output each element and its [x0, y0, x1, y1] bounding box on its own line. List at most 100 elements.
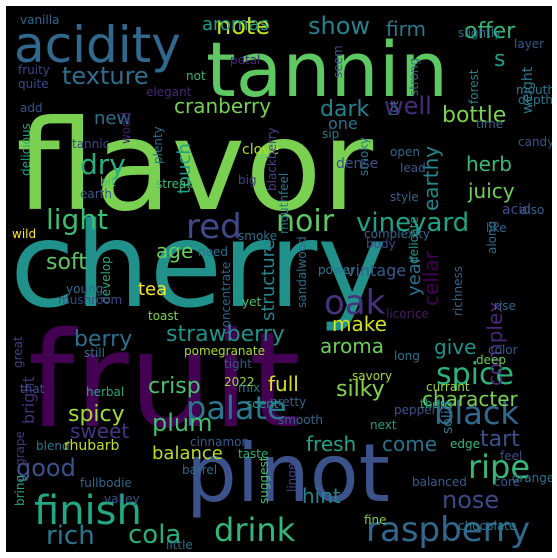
cloud-word-wild: wild	[12, 227, 36, 241]
cloud-word-bright: bright	[19, 376, 38, 424]
cloud-word-well: well	[384, 92, 432, 120]
cloud-word-sip: sip	[322, 127, 339, 141]
cloud-word-not: not	[186, 69, 206, 83]
cloud-word-earth: earth	[80, 187, 112, 201]
cloud-word-strawberry: strawberry	[166, 322, 285, 347]
cloud-word-rhubarb: rhubarb	[64, 438, 119, 454]
cloud-word-seem: seem	[331, 45, 345, 78]
cloud-word-soft: soft	[46, 250, 87, 275]
cloud-word-smooth: smooth	[278, 413, 323, 427]
cloud-word-toast: toast	[148, 309, 179, 323]
cloud-word-petal: petal	[230, 53, 260, 67]
cloud-word-streak: streak	[156, 177, 193, 191]
cloud-word-core: core	[494, 475, 520, 489]
cloud-word-light: light	[46, 203, 108, 236]
cloud-word-slightly: slightly	[458, 26, 501, 40]
cloud-word-great: great	[11, 336, 25, 368]
cloud-word-bring: bring	[13, 475, 27, 506]
cloud-word-structure: structure	[258, 239, 279, 321]
cloud-word-vintage: vintage	[346, 261, 406, 280]
cloud-word-nose: nose	[442, 486, 499, 514]
cloud-word-offer: offer	[464, 19, 516, 44]
cloud-word-that: that	[20, 382, 45, 396]
cloud-word-taste: taste	[238, 447, 268, 461]
cloud-word-blackberry: blackberry	[265, 127, 279, 191]
cloud-word-long: long	[394, 349, 420, 363]
cloud-word-currant: currant	[426, 380, 470, 394]
cloud-word-richness: richness	[451, 266, 465, 316]
cloud-word-clove: clove	[242, 142, 279, 158]
cloud-word-layer: layer	[514, 37, 544, 51]
cloud-word-fullbodie: fullbodie	[80, 476, 132, 490]
cloud-word-dense: dense	[336, 156, 378, 172]
cloud-word-deep: deep	[476, 353, 506, 367]
cloud-word-noir: noir	[276, 204, 335, 239]
cloud-word-delicate: delicate	[407, 216, 421, 264]
cloud-word-pretty: pretty	[270, 395, 306, 409]
cloud-word-elegant: elegant	[146, 85, 192, 99]
cloud-word-fruity: fruity	[18, 63, 50, 77]
cloud-word-savory: savory	[352, 369, 392, 383]
cloud-word-sweet: sweet	[70, 419, 129, 443]
cloud-word-bit: bit	[100, 175, 116, 189]
cloud-word-fine: fine	[364, 513, 387, 527]
cloud-word-quite: quite	[18, 77, 49, 91]
cloud-word-plum: plum	[152, 409, 213, 437]
cloud-word-age: age	[156, 239, 193, 263]
cloud-word-licorice: licorice	[386, 307, 429, 321]
cloud-word-tart: tart	[480, 427, 520, 452]
cloud-word-blend: blend	[36, 439, 70, 453]
cloud-word-year: year	[404, 255, 425, 296]
cloud-word-cherry: cherry	[10, 196, 387, 334]
cloud-word-dry: dry	[80, 148, 126, 181]
cloud-word-young: young	[66, 282, 103, 296]
cloud-word-raspberry: raspberry	[366, 510, 530, 550]
cloud-word-one: one	[328, 114, 358, 133]
cloud-word-tannin: tannin	[206, 25, 448, 114]
cloud-word-touch: touch	[174, 143, 195, 194]
cloud-word-mushroom: mushroom	[58, 293, 122, 307]
cloud-word-make: make	[332, 312, 387, 336]
cloud-word-finish: finish	[34, 488, 142, 534]
cloud-word-strong: strong	[407, 58, 421, 96]
cloud-word-grape: grape	[13, 431, 27, 466]
cloud-word-black: black	[434, 394, 519, 432]
cloud-word-forest: forest	[467, 69, 481, 104]
cloud-word-herb: herb	[466, 152, 512, 176]
cloud-word-firm: firm	[386, 17, 426, 41]
cloud-word-chocolate: chocolate	[458, 519, 516, 533]
cloud-word-rise: rise	[494, 299, 516, 313]
cloud-word-weight: weight	[520, 66, 536, 114]
cloud-word-barrel: barrel	[182, 463, 217, 477]
cloud-word-scent: scent	[246, 397, 279, 411]
cloud-word-give: give	[434, 335, 476, 359]
cloud-word-character: character	[422, 387, 519, 411]
cloud-word-complexity: complexity	[364, 227, 430, 241]
cloud-word-balance: balance	[152, 443, 223, 464]
cloud-word-full: full	[268, 372, 299, 396]
cloud-word-dark: dark	[320, 97, 369, 122]
cloud-word-depth: depth	[518, 93, 552, 107]
cloud-word-come: come	[382, 432, 437, 456]
cloud-word-oak: oak	[324, 283, 386, 323]
cloud-word-there: there	[420, 397, 452, 411]
cloud-word-spicy: spicy	[68, 402, 125, 427]
cloud-word-herbal: herbal	[86, 385, 124, 399]
cloud-word-mix: mix	[238, 381, 260, 395]
cloud-word-like: like	[486, 221, 507, 235]
cloud-word-fruit: fruit	[28, 304, 301, 458]
cloud-word-hint: hint	[302, 484, 341, 508]
cloud-word-also: also	[520, 203, 544, 217]
cloud-word-rich: rich	[46, 521, 95, 551]
cloud-word-edge: edge	[450, 437, 480, 451]
cloud-word-show: show	[308, 12, 370, 40]
cloud-word-cellar: cellar	[419, 250, 443, 306]
cloud-word-add: add	[20, 101, 43, 115]
cloud-word-cola: cola	[128, 520, 181, 550]
cloud-word-power: power	[318, 263, 355, 277]
cloud-word-candy: candy	[518, 135, 552, 149]
cloud-word-flavor: flavor	[16, 94, 374, 239]
cloud-word-suggest: suggest	[257, 456, 271, 504]
cloud-word-aromas: aromas	[202, 14, 269, 35]
cloud-word-silky: silky	[336, 377, 385, 402]
